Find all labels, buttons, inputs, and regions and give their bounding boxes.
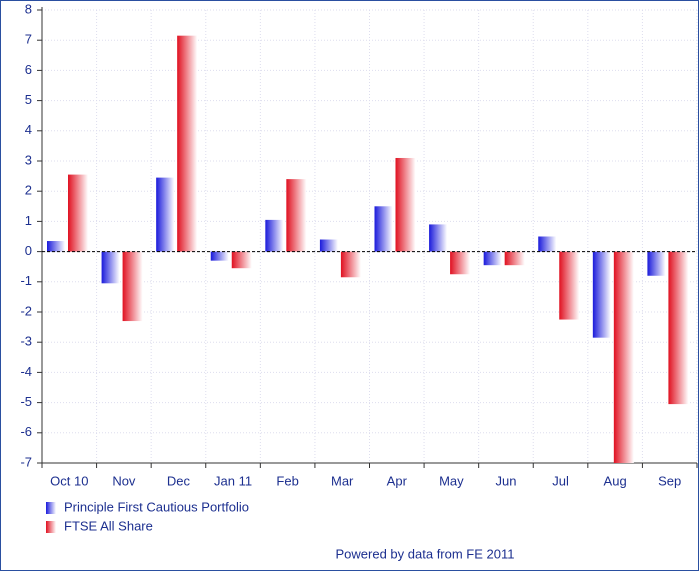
- bar: [450, 251, 471, 275]
- y-tick-label: 7: [25, 32, 32, 47]
- legend-label: FTSE All Share: [64, 518, 153, 533]
- bar: [47, 241, 65, 252]
- bar: [340, 251, 361, 278]
- y-tick-label: -3: [20, 334, 32, 349]
- bar: [177, 35, 198, 252]
- bar: [68, 174, 88, 252]
- y-tick-label: -7: [20, 454, 32, 469]
- bar: [647, 251, 666, 276]
- x-tick-label: Nov: [112, 473, 136, 488]
- y-tick-label: 2: [25, 183, 32, 198]
- legend-swatch: [46, 521, 56, 533]
- y-tick-label: 1: [25, 213, 32, 228]
- y-tick-label: -6: [20, 424, 32, 439]
- x-tick-label: Sep: [658, 473, 681, 488]
- bar: [101, 251, 120, 284]
- x-tick-label: Jan 11: [214, 473, 252, 488]
- y-tick-label: 4: [25, 122, 32, 137]
- bar: [429, 224, 448, 252]
- bar: [504, 251, 525, 266]
- bar: [156, 177, 175, 252]
- y-tick-label: -2: [20, 303, 32, 318]
- bar: [483, 251, 502, 266]
- y-tick-label: 0: [25, 243, 32, 258]
- bar: [592, 251, 611, 338]
- bar: [210, 251, 229, 261]
- bar: [319, 239, 338, 252]
- x-tick-label: Jul: [552, 473, 569, 488]
- x-tick-label: Feb: [276, 473, 298, 488]
- x-tick-label: Aug: [604, 473, 627, 488]
- y-tick-label: 6: [25, 62, 32, 77]
- legend-swatch: [46, 502, 56, 514]
- y-tick-label: -4: [20, 364, 32, 379]
- y-tick-label: -5: [20, 394, 32, 409]
- y-tick-label: 3: [25, 152, 32, 167]
- x-tick-label: Dec: [167, 473, 191, 488]
- bar: [668, 251, 689, 405]
- x-tick-label: Oct 10: [50, 473, 88, 488]
- bar: [559, 251, 580, 320]
- bar: [395, 157, 416, 252]
- bar: [286, 179, 307, 252]
- x-tick-label: Jun: [495, 473, 516, 488]
- bar: [122, 251, 143, 322]
- y-tick-label: 8: [25, 1, 32, 16]
- bar: [613, 251, 634, 463]
- bar: [265, 219, 284, 252]
- x-tick-label: Apr: [387, 473, 408, 488]
- bar: [231, 251, 252, 269]
- footer: Powered by data from FE 2011: [336, 546, 515, 561]
- y-tick-label: -1: [20, 273, 32, 288]
- x-tick-label: Mar: [331, 473, 354, 488]
- x-tick-label: May: [439, 473, 464, 488]
- bar: [374, 206, 393, 252]
- bar: [538, 236, 557, 252]
- legend-label: Principle First Cautious Portfolio: [64, 499, 249, 514]
- y-tick-label: 5: [25, 92, 32, 107]
